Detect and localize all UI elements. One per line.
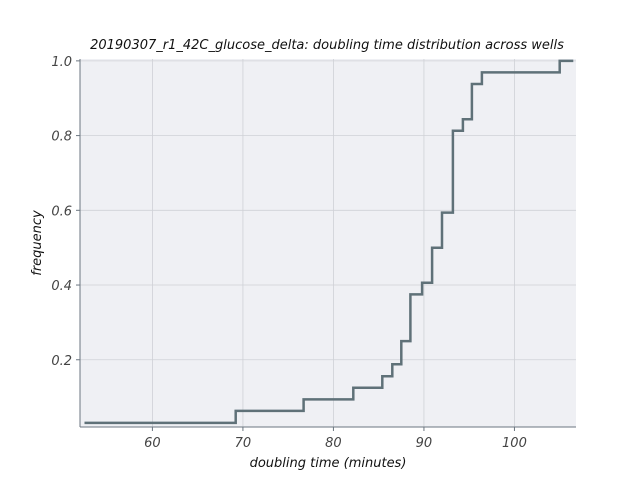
grid-lines: [80, 59, 576, 427]
ticks: 60 70 80 90 100 0.2 0.4 0.6 0.8 1.0: [51, 55, 527, 451]
axes-spines: [79, 59, 576, 428]
chart-title: 20190307_r1_42C_glucose_delta: doubling …: [90, 38, 564, 53]
y-tick-label: 1.0: [51, 55, 72, 70]
plot-background: [80, 59, 576, 427]
y-tick-label: 0.2: [51, 354, 72, 369]
y-tick-label: 0.4: [51, 279, 72, 294]
x-tick-label: 90: [416, 436, 433, 451]
x-tick-label: 70: [235, 436, 252, 451]
y-tick-label: 0.6: [51, 204, 72, 219]
x-axis-label: doubling time (minutes): [250, 456, 407, 471]
x-tick-label: 100: [502, 436, 527, 451]
x-tick-label: 80: [325, 436, 342, 451]
ecdf-series-line-0: [84, 59, 574, 425]
x-tick-label: 60: [144, 436, 161, 451]
y-tick-label: 0.8: [51, 130, 72, 145]
y-axis-label: frequency: [30, 210, 45, 276]
series-layer: [84, 59, 574, 425]
